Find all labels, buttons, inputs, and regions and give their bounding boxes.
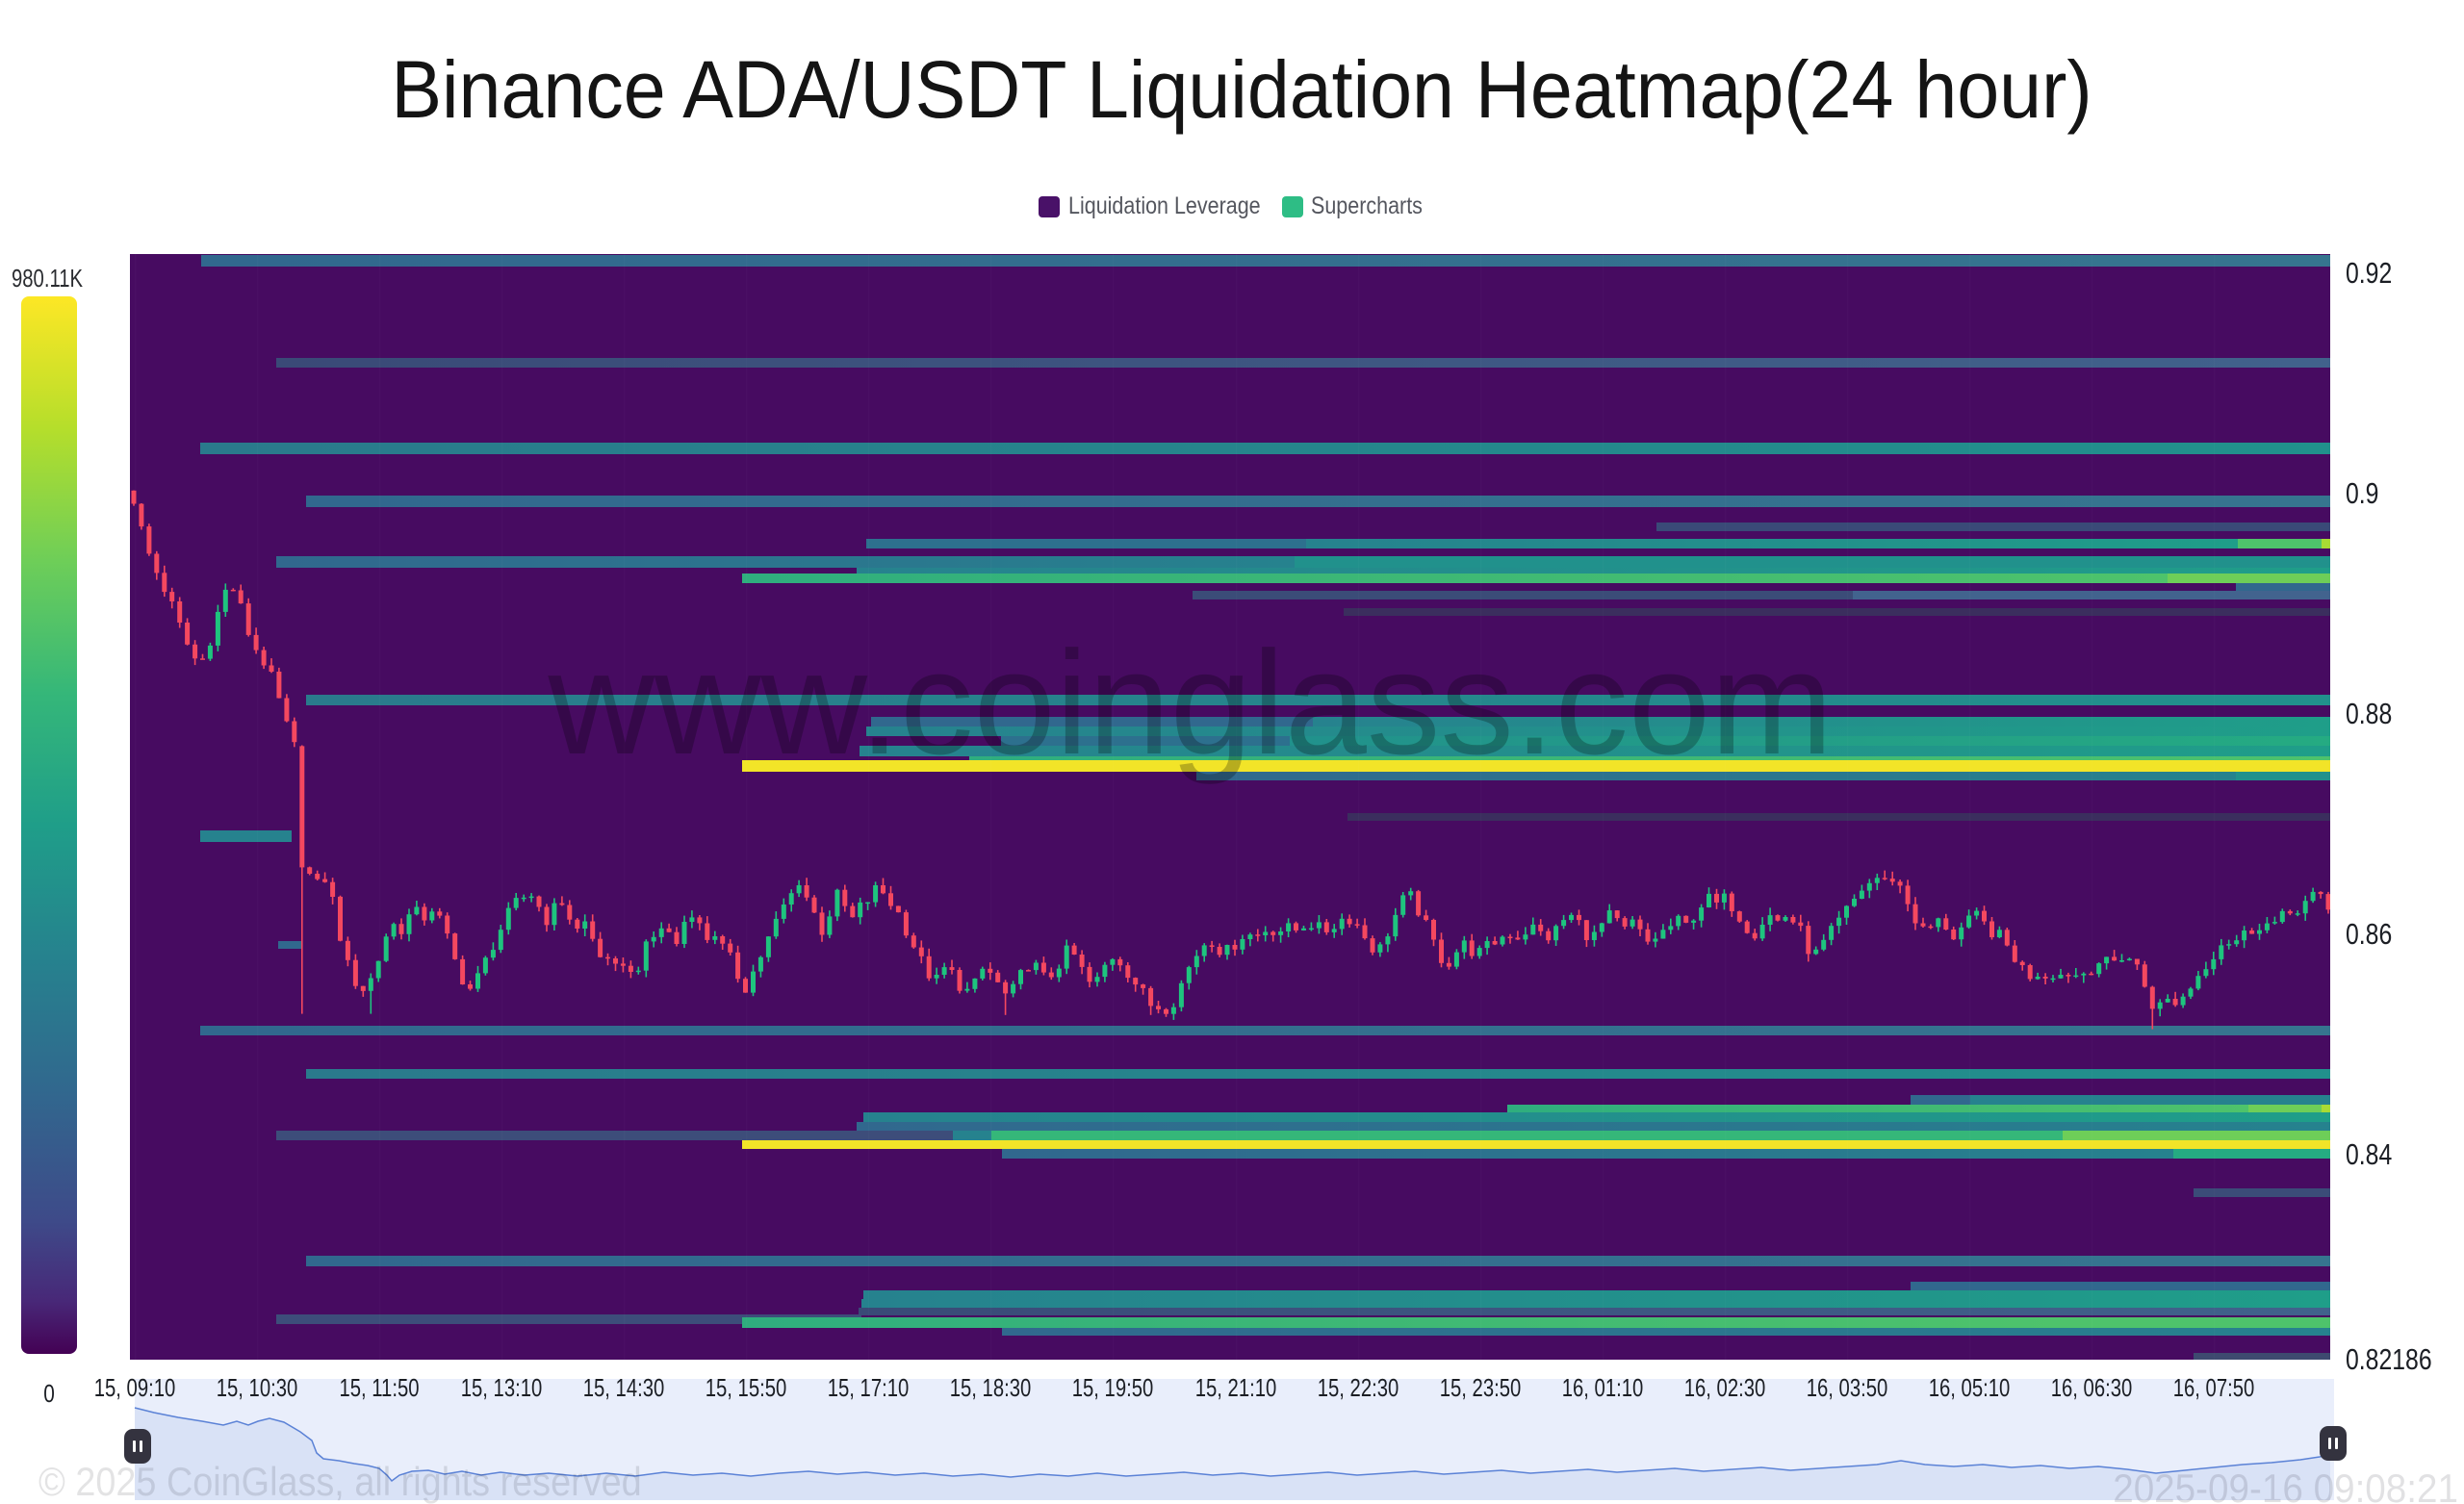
svg-text:www.coinglass.com: www.coinglass.com <box>548 621 1834 785</box>
